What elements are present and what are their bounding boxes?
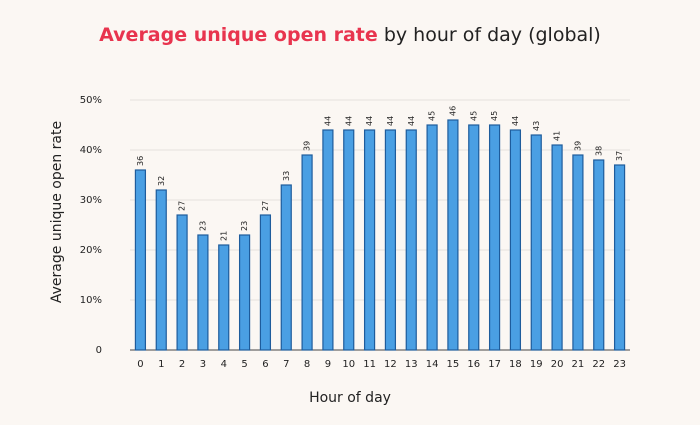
value-label: 39 [303,141,312,151]
x-tick-label: 7 [283,359,289,370]
y-tick-label: 20% [80,245,102,256]
value-label: 44 [344,116,353,126]
x-tick-label: 5 [241,359,247,370]
bar [176,214,188,351]
bar [322,129,334,351]
value-label: 21 [219,231,228,241]
bar [405,129,417,351]
x-axis-label: Hour of day [309,390,391,406]
bar [447,119,459,351]
x-tick-label: 9 [325,359,331,370]
bar [238,234,251,351]
value-label: 45 [428,111,437,121]
bar [426,124,438,351]
x-tick-label: 12 [384,359,397,370]
value-label: 27 [261,201,270,211]
x-tick-label: 23 [613,359,626,370]
x-tick-label: 6 [262,359,268,370]
bar [509,129,522,351]
value-label: 32 [157,176,166,186]
x-tick-label: 10 [342,359,355,370]
x-tick-label: 4 [221,359,227,370]
value-label: 46 [448,106,457,116]
x-tick-label: 1 [158,359,164,370]
bar [488,124,501,351]
value-label: 36 [136,156,145,166]
x-tick-label: 2 [179,359,185,370]
value-label: 44 [323,116,332,126]
value-label: 39 [573,141,582,151]
value-label: 38 [594,146,603,156]
x-tick-label: 8 [304,359,310,370]
x-tick-label: 16 [467,359,480,370]
x-tick-label: 17 [488,359,501,370]
bar [551,144,563,351]
chart-title: Average unique open rate by hour of day … [99,24,601,46]
bar [468,124,480,351]
x-tick-label: 20 [551,359,564,370]
bar [280,184,292,351]
value-label: 41 [553,131,562,141]
bar [155,189,167,351]
x-tick-label: 11 [363,359,376,370]
x-tick-label: 13 [405,359,418,370]
value-label: 44 [407,116,416,126]
value-label: 45 [490,111,499,121]
value-label: 44 [365,116,374,126]
value-label: 44 [511,116,520,126]
x-tick-label: 21 [572,359,585,370]
x-tick-label: 19 [530,359,543,370]
y-tick-label: 40% [80,145,102,156]
y-tick-label: 0 [96,345,102,356]
bar [363,129,376,351]
value-label: 37 [615,151,624,161]
bar [218,244,230,351]
value-label: 23 [198,221,207,231]
bar [197,234,209,351]
x-tick-label: 18 [509,359,522,370]
y-axis-label: Average unique open rate [49,121,65,303]
y-tick-label: 30% [80,195,102,206]
value-label: 33 [282,171,291,181]
bar [384,129,397,351]
x-tick-label: 22 [592,359,605,370]
bar [259,214,272,351]
y-tick-label: 50% [80,95,102,106]
bar [613,164,626,351]
bar [572,154,584,351]
value-label: 44 [386,116,395,126]
value-label: 45 [469,111,478,121]
x-tick-label: 0 [137,359,143,370]
bar [301,154,313,351]
y-tick-label: 10% [80,295,102,306]
x-tick-label: 15 [447,359,460,370]
bar [593,159,605,351]
title-highlight: Average unique open rate [99,24,378,46]
bar [530,134,542,351]
x-tick-label: 3 [200,359,206,370]
bar [134,169,147,351]
value-label: 27 [178,201,187,211]
value-label: 43 [532,121,541,131]
bar [343,129,355,351]
title-rest: by hour of day (global) [384,24,601,46]
value-label: 23 [240,221,249,231]
x-tick-label: 14 [426,359,439,370]
